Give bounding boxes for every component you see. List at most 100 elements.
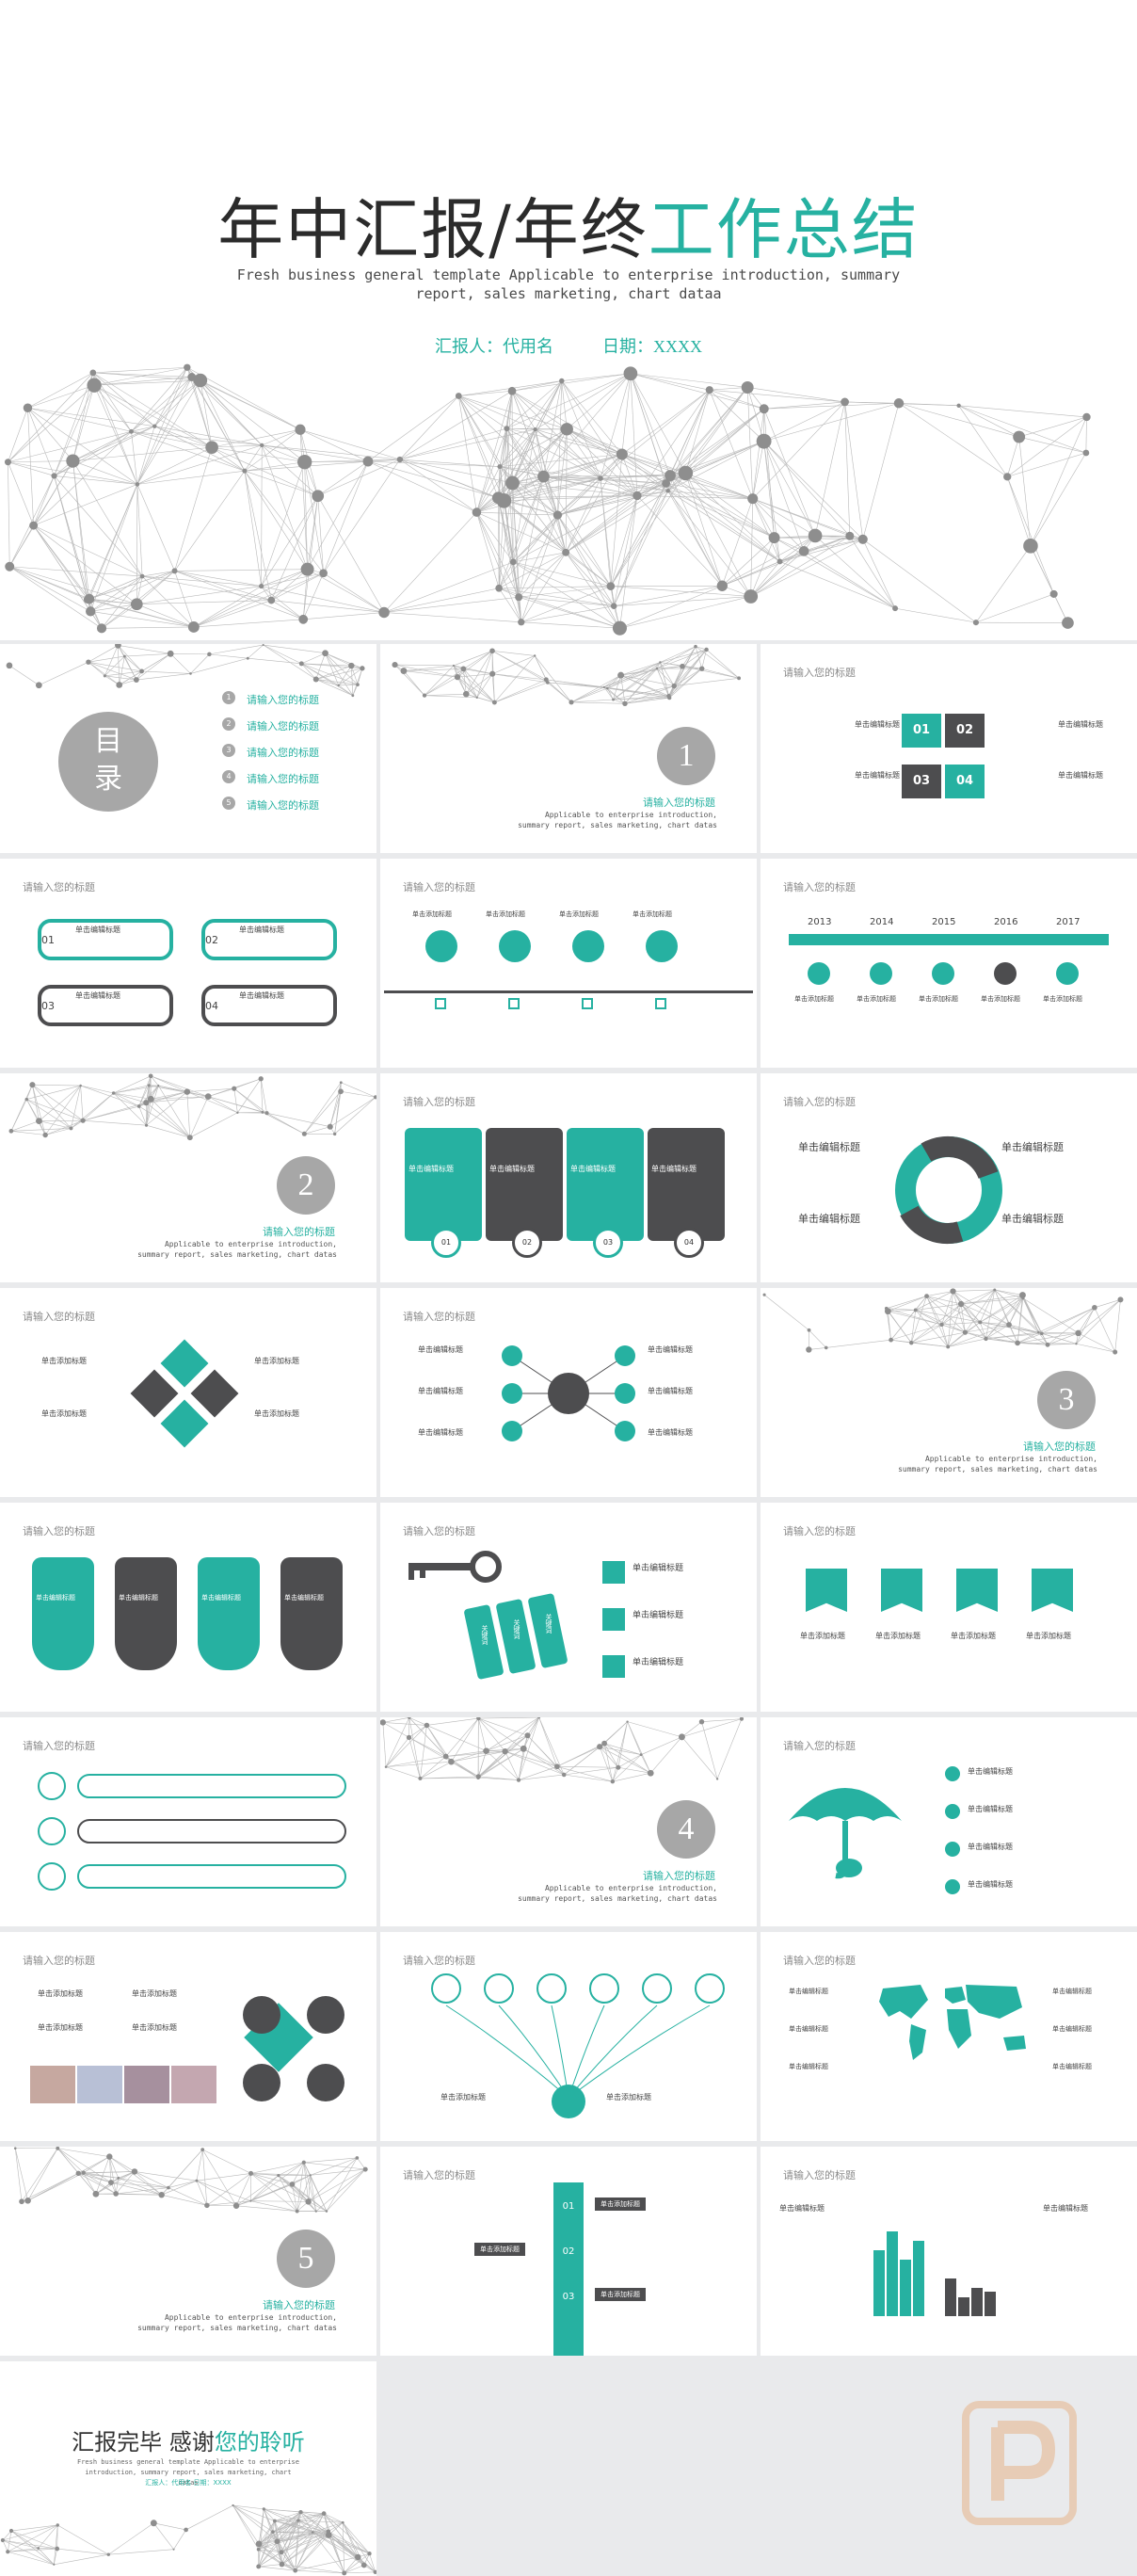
network-line — [113, 1085, 159, 1094]
fan-node — [695, 1973, 725, 2004]
network-line — [665, 387, 748, 484]
slide-umbrella[interactable]: 请输入您的标题 单击编辑标题 单击编辑标题 单击编辑标题 单击编辑标题 — [761, 1717, 1137, 1926]
network-line — [763, 441, 851, 537]
network-line — [779, 561, 896, 609]
slide-year-timeline[interactable]: 请输入您的标题 2013 单击添加标题 2014 单击添加标题 2015 单击添加标题 20… — [761, 859, 1137, 1068]
cycle-segment — [921, 1135, 999, 1180]
network-line — [463, 668, 493, 675]
network-line — [57, 2148, 97, 2195]
network-line — [109, 2156, 136, 2172]
network-line — [250, 2173, 311, 2176]
network-node — [103, 674, 106, 678]
slide-vertical-bar[interactable]: 请输入您的标题 01 单击添加标题 02 单击添加标题 03 单击添加标题 — [380, 2147, 757, 2356]
network-line — [196, 2149, 203, 2182]
network-line — [752, 409, 765, 499]
slide-section-3[interactable]: 3 请输入您的标题 Applicable to enterprise intro… — [761, 1288, 1137, 1497]
slide-section-4[interactable]: 4 请输入您的标题 Applicable to enterprise intro… — [380, 1717, 757, 1926]
slide-section-1[interactable]: 1 请输入您的标题 Applicable to enterprise intro… — [380, 644, 757, 853]
slide-icon-timeline[interactable]: 请输入您的标题 单击添加标题 单击添加标题 单击添加标题 单击添加标题 — [380, 859, 757, 1068]
network-line — [303, 2162, 312, 2176]
network-line — [701, 649, 707, 669]
network-line — [301, 663, 359, 685]
slide-photo-grid[interactable]: 请输入您的标题 单击添加标题 单击添加标题 单击添加标题 单击添加标题 — [0, 1932, 376, 2141]
network-line — [295, 2556, 359, 2571]
year-title: 单击添加标题 — [857, 995, 896, 1003]
network-line — [304, 461, 324, 573]
slide-pill-cards[interactable]: 请输入您的标题 01 单击编辑标题 02 单击编辑标题 03 单击编辑标题 04 单击编辑标题 — [0, 859, 376, 1068]
network-line — [476, 428, 507, 513]
network-line — [1078, 1307, 1096, 1334]
slide-key[interactable]: 请输入您的标题 关键词 关键词 关键词 单击编辑标题 单击编辑标题 单击编辑标题 — [380, 1503, 757, 1712]
slide-toc[interactable]: 目录 1 请输入您的标题 2 请输入您的标题 3 请输入您的标题 4 请输入您的标题 5 请输入您… — [0, 644, 376, 853]
network-line — [271, 569, 308, 601]
slide-flag-timeline[interactable]: 请输入您的标题 单击添加标题 单击添加标题 单击添加标题 单击添加标题 — [761, 1503, 1137, 1712]
slide-end[interactable]: 汇报完毕 感谢您的聆听 Fresh business general templ… — [0, 2361, 376, 2576]
slide-tall-cards[interactable]: 请输入您的标题 单击编辑标题 单击编辑标题 单击编辑标题 单击编辑标题 — [0, 1503, 376, 1712]
year-icon — [808, 962, 830, 985]
network-line — [476, 673, 493, 699]
map-title: 单击编辑标题 — [789, 1988, 828, 1995]
network-line — [947, 1331, 966, 1347]
network-line — [506, 380, 562, 429]
fan-node — [642, 1973, 672, 2004]
network-line — [456, 673, 493, 678]
network-node — [66, 454, 80, 468]
network-line — [174, 471, 246, 572]
network-line — [300, 2511, 313, 2533]
network-node — [491, 700, 497, 705]
network-line — [506, 427, 601, 479]
network-line — [212, 446, 305, 462]
slide-rows[interactable]: 请输入您的标题 — [0, 1717, 376, 1926]
network-node — [279, 2561, 285, 2568]
slide-diamond[interactable]: 请输入您的标题 单击添加标题 单击添加标题 单击添加标题 单击添加标题 — [0, 1288, 376, 1497]
network-line — [511, 391, 544, 477]
slide-quad-tags[interactable]: 请输入您的标题 01 02 03 04 单击编辑标题 单击编辑标题 单击编辑标题 单击编辑标题 — [761, 644, 1137, 853]
network-node — [972, 620, 979, 626]
network-line — [399, 459, 500, 467]
network-line — [667, 491, 751, 597]
slide-bar-chart[interactable]: 请输入您的标题 单击编辑标题 单击编辑标题 — [761, 2147, 1137, 2356]
slide-world-map[interactable]: 请输入您的标题 单击编辑标题 单击编辑标题 单击编辑标题 单击编辑标题 单击编辑标题 单击… — [761, 1932, 1137, 2141]
network-line — [262, 444, 400, 460]
network-line — [80, 1086, 84, 1121]
network-line — [630, 373, 764, 410]
network-node — [768, 532, 780, 544]
network-line — [557, 514, 615, 606]
network-line — [941, 1324, 949, 1347]
slide-section-2[interactable]: 2 请输入您的标题 Applicable to enterprise intro… — [0, 1073, 376, 1282]
network-line — [669, 475, 723, 587]
network-line — [383, 588, 500, 613]
tag-title: 单击编辑标题 — [855, 720, 900, 729]
network-line — [1085, 416, 1087, 453]
network-node — [129, 428, 134, 434]
slide-section-5[interactable]: 5 请输入您的标题 Applicable to enterprise intro… — [0, 2147, 376, 2356]
network-line — [26, 1099, 40, 1121]
network-line — [258, 2549, 282, 2565]
network-line — [83, 2172, 119, 2179]
network-line — [108, 2522, 154, 2555]
network-line — [518, 514, 558, 598]
network-line — [685, 473, 753, 499]
network-node — [562, 548, 570, 556]
network-line — [9, 566, 137, 605]
map-title: 单击编辑标题 — [789, 2063, 828, 2070]
network-node — [424, 1722, 430, 1729]
slide-hub[interactable]: 请输入您的标题 单击编辑标题 单击编辑标题 单击编辑标题 单击编辑标题 单击编辑标题 单击… — [380, 1288, 757, 1497]
network-line — [385, 1737, 409, 1767]
cover-slide[interactable]: 年中汇报/年终工作总结 Fresh business general templ… — [0, 0, 1137, 640]
umbrella-list-title: 单击编辑标题 — [968, 1767, 1013, 1776]
network-line — [620, 662, 661, 676]
slide-four-cards[interactable]: 请输入您的标题 单击编辑标题 01 单击编辑标题 02 单击编辑标题 03 单击编辑标题 04 — [380, 1073, 757, 1282]
network-line — [295, 2535, 329, 2571]
umbrella-list-icon — [945, 1879, 960, 1894]
network-line — [89, 484, 138, 612]
slide-cycle[interactable]: 请输入您的标题 单击编辑标题 单击编辑标题 单击编辑标题 单击编辑标题 — [761, 1073, 1137, 1282]
network-node — [559, 378, 565, 384]
network-line — [665, 483, 780, 562]
network-line — [83, 2172, 117, 2195]
key-list-title: 单击编辑标题 — [633, 1658, 684, 1667]
umbrella-list-icon — [945, 1804, 960, 1819]
slide-fan[interactable]: 请输入您的标题 单击添加标题 单击添加标题 — [380, 1932, 757, 2141]
network-node — [694, 644, 697, 649]
